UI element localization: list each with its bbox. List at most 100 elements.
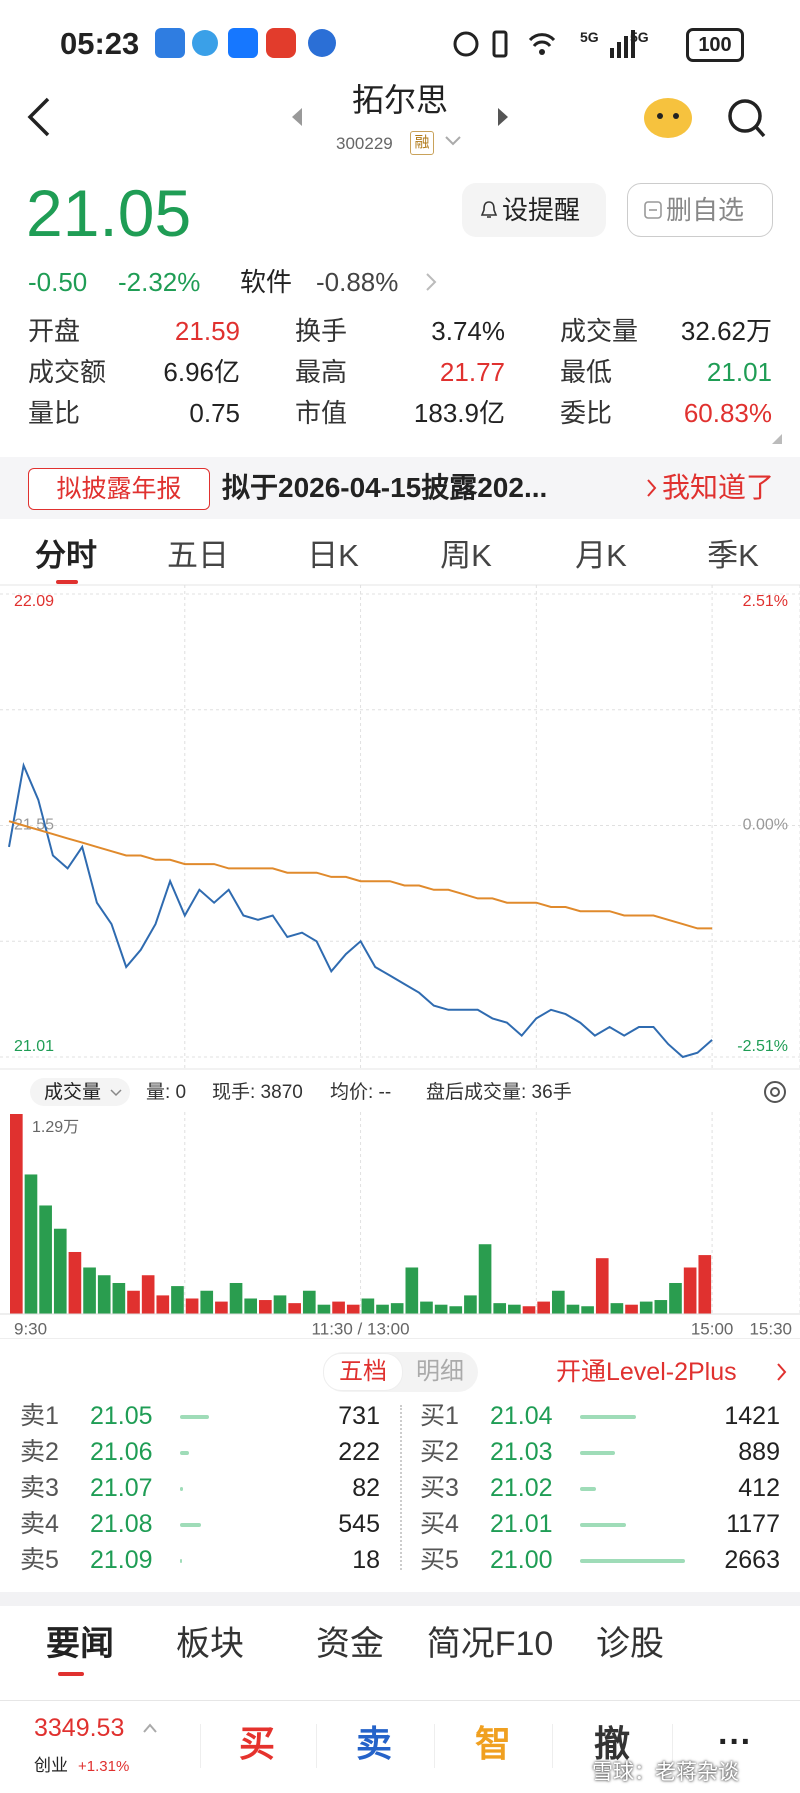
index-value[interactable]: 3349.53 [34, 1714, 125, 1742]
notice-chevron [647, 479, 657, 497]
x-tick-label: 11:30 / 13:00 [312, 1319, 410, 1338]
volume-bar [83, 1267, 96, 1314]
volume-bar [127, 1290, 140, 1314]
notice-text[interactable]: 拟于2026-04-15披露202... [222, 472, 548, 503]
remove-label: 删自选 [666, 195, 745, 225]
alert-label: 设提醒 [502, 195, 581, 225]
volume-bar [639, 1301, 653, 1314]
sector-chevron[interactable] [424, 272, 438, 292]
volume-selector[interactable]: 成交量 [30, 1078, 130, 1106]
order-volume: 18 [352, 1546, 380, 1574]
margin-tag: 融 [410, 131, 434, 155]
volume-bar [449, 1306, 463, 1314]
trade-action[interactable]: 撤 [593, 1723, 630, 1764]
chart-tab[interactable]: 日K [307, 538, 359, 573]
volume-bar [97, 1275, 111, 1314]
divider [0, 1338, 800, 1339]
volume-bar [566, 1304, 580, 1314]
order-book-tab[interactable]: 明细 [416, 1358, 464, 1385]
notice-action[interactable]: 我知道了 [662, 472, 775, 503]
volume-bar [508, 1304, 521, 1314]
volume-bar [200, 1290, 214, 1314]
order-label: 买1 [420, 1402, 459, 1430]
y-tick-label: 22.09 [14, 593, 54, 610]
watermark: 雪球：老蒋杂谈 [592, 1761, 739, 1784]
stat-value: 3.74% [431, 316, 505, 346]
stat-label: 最低 [560, 357, 613, 387]
expand-corner[interactable] [770, 432, 784, 446]
volume-bar [434, 1304, 448, 1314]
volume-bar [625, 1304, 638, 1314]
order-price: 21.08 [90, 1510, 153, 1538]
code-dropdown[interactable] [444, 134, 462, 148]
sector-name[interactable]: 软件 [240, 267, 293, 297]
trade-action[interactable]: 智 [474, 1723, 511, 1764]
y-tick-label: 1.29万 [32, 1119, 79, 1136]
order-label: 买4 [420, 1510, 459, 1538]
volume-bar [346, 1304, 360, 1314]
volume-bar [288, 1303, 301, 1314]
x-tick-label: 15:00 [691, 1319, 734, 1338]
news-tab[interactable]: 资金 [316, 1625, 384, 1663]
order-volume-bar [180, 1415, 209, 1419]
stat-label: 成交量 [560, 316, 639, 346]
volume-bar [156, 1295, 170, 1314]
chart-tab[interactable]: 季K [707, 538, 759, 573]
stock-switch[interactable] [290, 106, 510, 128]
upgrade-chevron[interactable] [776, 1362, 788, 1382]
volume-bar [464, 1295, 477, 1314]
news-tab[interactable]: 诊股 [596, 1625, 664, 1663]
order-volume: 82 [352, 1474, 380, 1502]
order-price: 21.04 [490, 1402, 553, 1430]
news-tab[interactable]: 要闻 [46, 1625, 114, 1663]
minus-icon [644, 201, 662, 219]
order-label: 卖5 [20, 1546, 59, 1574]
header-actions[interactable] [640, 92, 770, 144]
chart-tab[interactable]: 周K [440, 538, 492, 573]
more-button[interactable]: ··· [718, 1723, 752, 1761]
index-name: 创业 [34, 1756, 68, 1775]
back-button[interactable] [20, 95, 60, 139]
volume-bar [376, 1304, 389, 1314]
order-book-tab[interactable]: 五档 [323, 1353, 403, 1391]
level2-upgrade[interactable]: 开通Level-2Plus [556, 1358, 737, 1386]
news-tab[interactable]: 简况F10 [426, 1625, 554, 1663]
news-tab[interactable]: 板块 [176, 1625, 244, 1663]
volume-bar [244, 1298, 258, 1314]
order-book-divider [400, 1405, 402, 1570]
trade-action[interactable]: 买 [238, 1723, 275, 1764]
volume-bar [537, 1301, 550, 1314]
volume-bar [68, 1251, 82, 1314]
stat-label: 最高 [295, 357, 348, 387]
stat-label: 换手 [295, 316, 348, 346]
chart-tab[interactable]: 月K [575, 538, 627, 573]
order-price: 21.05 [90, 1402, 153, 1430]
stat-value: 21.77 [439, 357, 505, 387]
change-percent: -2.32% [118, 267, 201, 297]
order-label: 卖4 [20, 1510, 59, 1538]
volume-bar [171, 1286, 184, 1314]
chart-tab[interactable]: 五日 [167, 538, 229, 573]
y2-tick-label: -2.51% [737, 1038, 788, 1055]
index-caret [143, 1723, 157, 1733]
volume-info-item: 现手: 3870 [212, 1082, 303, 1103]
trade-action[interactable]: 卖 [355, 1723, 392, 1764]
separator [672, 1724, 673, 1768]
volume-bar [185, 1298, 199, 1314]
order-label: 卖2 [20, 1438, 59, 1466]
volume-bar [10, 1114, 23, 1314]
volume-bar [229, 1282, 243, 1314]
volume-bar [390, 1303, 404, 1314]
index-change: +1.31% [78, 1758, 130, 1775]
price-line [8, 762, 713, 1059]
chart-tab[interactable]: 分时 [35, 538, 97, 573]
order-volume-bar [580, 1523, 627, 1527]
remove-watchlist-button[interactable]: 删自选 [627, 183, 773, 237]
stat-label: 市值 [295, 398, 348, 428]
settings-icon[interactable] [762, 1079, 788, 1105]
order-volume-bar [580, 1415, 637, 1419]
alert-button[interactable]: 设提醒 [462, 183, 606, 237]
volume-bar [39, 1205, 52, 1314]
